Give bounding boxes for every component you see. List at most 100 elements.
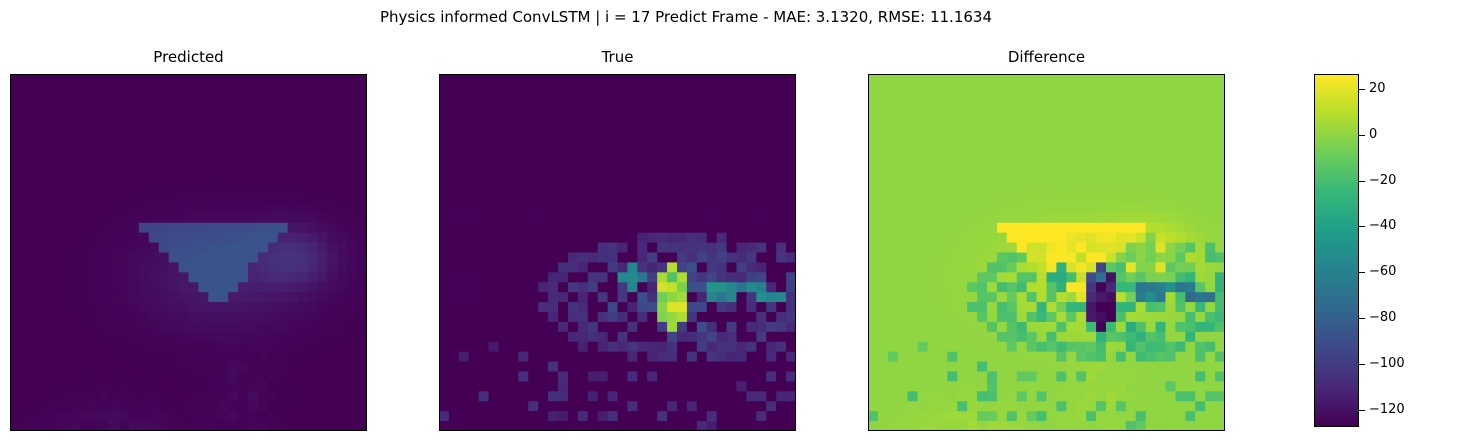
heatmap-cell: [337, 83, 348, 95]
heatmap-cell: [597, 282, 609, 293]
heatmap-cell: [518, 321, 529, 333]
heatmap-cell: [726, 222, 738, 234]
heatmap-cell: [977, 193, 988, 204]
heatmap-cell: [558, 173, 569, 184]
heatmap-cell: [1046, 123, 1058, 135]
heatmap-cell: [327, 292, 338, 303]
heatmap-cell: [548, 212, 559, 224]
heatmap-cell: [1026, 282, 1038, 293]
heatmap-cell: [558, 103, 569, 115]
heatmap-cell: [158, 292, 170, 303]
heatmap-cell: [478, 74, 490, 85]
heatmap-cell: [528, 302, 539, 313]
heatmap-cell: [776, 93, 787, 105]
heatmap-cell: [79, 183, 90, 194]
heatmap-cell: [178, 113, 190, 125]
heatmap-cell: [458, 83, 470, 95]
heatmap-cell: [49, 153, 61, 164]
heatmap-cell: [458, 153, 470, 164]
heatmap-cell: [927, 282, 939, 293]
heatmap-cell: [59, 93, 71, 105]
heatmap-cell: [957, 331, 968, 343]
heatmap-cell: [756, 351, 767, 363]
heatmap-cell: [248, 292, 259, 303]
heatmap-cell: [248, 153, 259, 164]
heatmap-cell: [567, 103, 579, 115]
heatmap-cell: [307, 272, 319, 283]
heatmap-cell: [89, 232, 100, 244]
colorbar-tick: [1359, 272, 1365, 274]
heatmap-cell: [178, 351, 190, 363]
heatmap-cell: [19, 361, 31, 373]
heatmap-cell: [1115, 163, 1127, 174]
heatmap-cell: [119, 361, 130, 373]
heatmap-cell: [1185, 302, 1196, 313]
heatmap-cell: [478, 361, 490, 373]
heatmap-cell: [1195, 371, 1206, 383]
heatmap-cell: [577, 173, 589, 184]
heatmap-cell: [10, 212, 21, 224]
heatmap-cell: [188, 163, 200, 174]
heatmap-cell: [756, 341, 767, 353]
heatmap-cell: [746, 173, 757, 184]
heatmap-cell: [99, 381, 110, 392]
heatmap-cell: [89, 133, 100, 145]
heatmap-cell: [947, 391, 958, 402]
colorbar-tick-label: −20: [1369, 172, 1397, 188]
heatmap-cell: [327, 113, 338, 125]
heatmap-cell: [518, 262, 529, 273]
heatmap-cell: [10, 391, 21, 402]
heatmap-cell: [776, 371, 787, 383]
heatmap-cell: [1165, 421, 1177, 431]
heatmap-cell: [267, 321, 279, 333]
heatmap-cell: [1155, 262, 1167, 273]
heatmap-cell: [478, 292, 490, 303]
heatmap-cell: [756, 331, 767, 343]
heatmap-cell: [597, 123, 609, 135]
heatmap-cell: [686, 173, 698, 184]
heatmap-cell: [39, 183, 51, 194]
heatmap-cell: [508, 103, 519, 115]
heatmap-cell: [1145, 351, 1157, 363]
heatmap-cell: [1086, 103, 1097, 115]
heatmap-cell: [458, 331, 470, 343]
heatmap-cell: [947, 193, 958, 204]
heatmap-cell: [1175, 282, 1186, 293]
heatmap-cell: [188, 381, 200, 392]
heatmap-cell: [317, 331, 328, 343]
heatmap-cell: [1106, 262, 1117, 273]
heatmap-cell: [1026, 351, 1038, 363]
heatmap-cell: [1185, 212, 1196, 224]
heatmap-cell: [29, 401, 41, 412]
heatmap-cell: [357, 222, 367, 234]
heatmap-cell: [327, 361, 338, 373]
heatmap-cell: [1076, 74, 1087, 85]
heatmap-cell: [996, 193, 1008, 204]
heatmap-cell: [877, 212, 889, 224]
heatmap-cell: [1145, 173, 1157, 184]
heatmap-cell: [967, 183, 978, 194]
heatmap-cell: [766, 232, 777, 244]
heatmap-cell: [1115, 123, 1127, 135]
heatmap-cell: [129, 411, 140, 422]
heatmap-cell: [1185, 153, 1196, 164]
heatmap-cell: [1036, 113, 1048, 125]
heatmap-cell: [1185, 312, 1196, 323]
heatmap-cell: [208, 93, 219, 105]
heatmap-cell: [667, 222, 678, 234]
heatmap-cell: [686, 252, 698, 264]
heatmap-cell: [766, 381, 777, 392]
heatmap-cell: [1185, 103, 1196, 115]
heatmap-cell: [198, 143, 209, 154]
heatmap-cell: [877, 272, 889, 283]
heatmap-cell: [967, 153, 978, 164]
heatmap-cell: [59, 292, 71, 303]
heatmap-cell: [637, 183, 648, 194]
heatmap-cell: [937, 74, 948, 85]
heatmap-cell: [657, 74, 668, 85]
heatmap-cell: [657, 123, 668, 135]
heatmap-cell: [1155, 83, 1167, 95]
heatmap-cell: [109, 282, 120, 293]
heatmap-cell: [647, 421, 658, 431]
heatmap-cell: [887, 212, 899, 224]
